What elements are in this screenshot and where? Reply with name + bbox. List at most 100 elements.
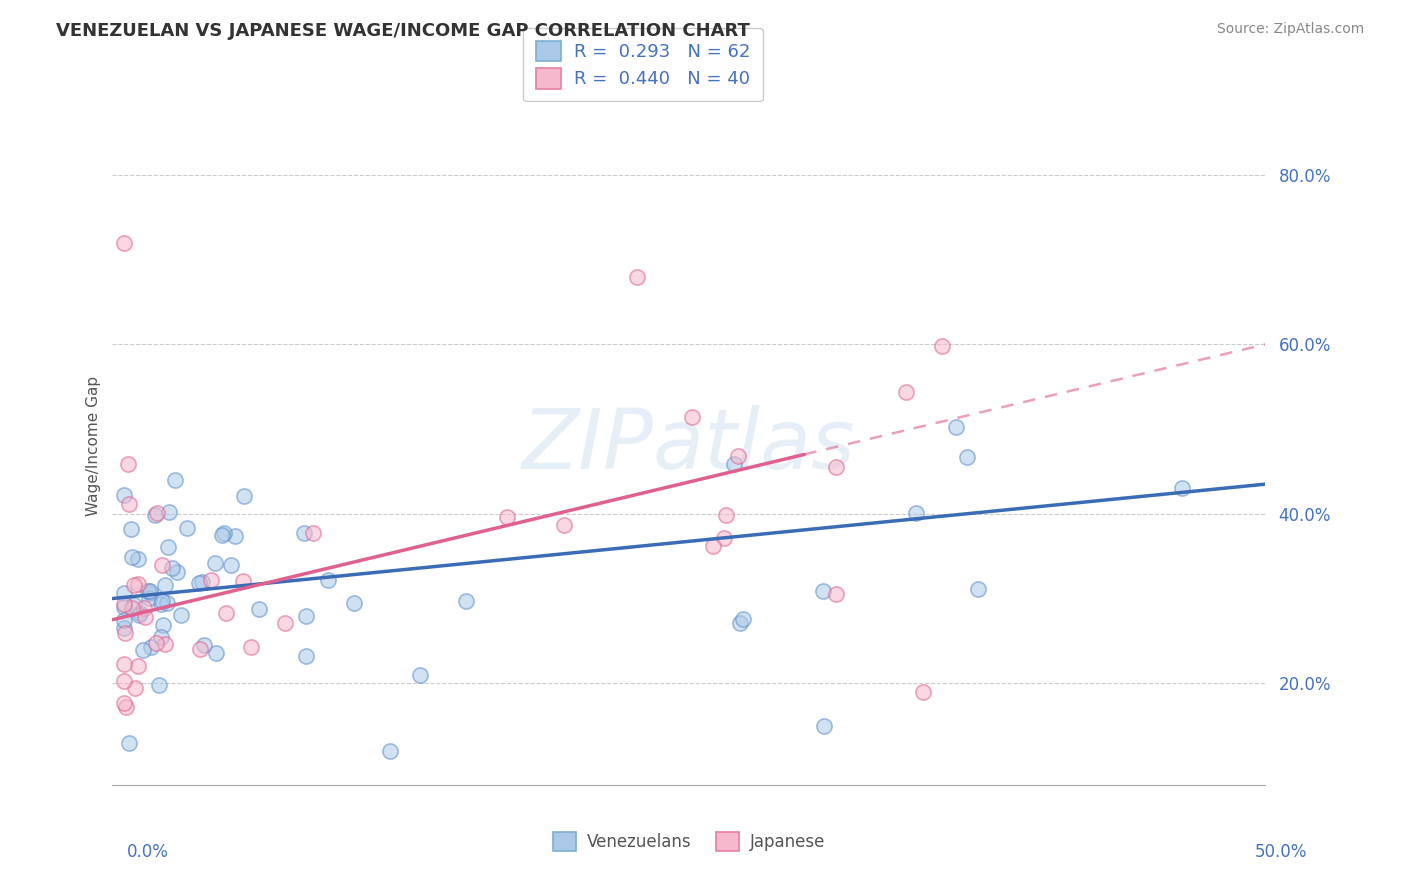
Point — [702, 539, 724, 553]
Point — [145, 508, 167, 522]
Point — [813, 719, 835, 733]
Point — [112, 613, 135, 627]
Point — [122, 598, 145, 612]
Point — [157, 541, 180, 555]
Point — [295, 609, 318, 624]
Point — [723, 458, 745, 472]
Point — [118, 497, 141, 511]
Point — [112, 488, 135, 502]
Legend: Venezuelans, Japanese: Venezuelans, Japanese — [547, 825, 831, 858]
Point — [134, 610, 156, 624]
Point — [232, 489, 254, 503]
Point — [132, 642, 155, 657]
Point — [214, 526, 236, 541]
Point — [153, 637, 176, 651]
Point — [211, 527, 233, 541]
Point — [138, 591, 160, 605]
Point — [409, 668, 432, 682]
Point — [1171, 481, 1194, 495]
Point — [956, 450, 979, 464]
Point — [733, 612, 755, 626]
Text: Source: ZipAtlas.com: Source: ZipAtlas.com — [1216, 22, 1364, 37]
Point — [112, 586, 135, 600]
Point — [112, 696, 135, 710]
Point — [112, 598, 135, 612]
Point — [219, 558, 242, 572]
Point — [945, 420, 967, 434]
Point — [112, 600, 135, 615]
Point — [139, 584, 162, 599]
Point — [114, 625, 136, 640]
Point — [150, 594, 173, 608]
Point — [495, 510, 517, 524]
Text: 0.0%: 0.0% — [127, 843, 169, 861]
Point — [115, 700, 138, 714]
Point — [148, 678, 170, 692]
Point — [728, 616, 751, 631]
Point — [232, 574, 254, 588]
Point — [153, 578, 176, 592]
Point — [127, 552, 149, 566]
Y-axis label: Wage/Income Gap: Wage/Income Gap — [86, 376, 101, 516]
Point — [146, 507, 169, 521]
Point — [224, 528, 246, 542]
Point — [205, 646, 228, 660]
Point — [152, 617, 174, 632]
Point — [825, 459, 848, 474]
Point — [157, 505, 180, 519]
Point — [713, 531, 735, 545]
Point — [112, 657, 135, 671]
Point — [127, 577, 149, 591]
Text: 50.0%: 50.0% — [1256, 843, 1308, 861]
Point — [193, 638, 215, 652]
Point — [145, 636, 167, 650]
Point — [129, 607, 152, 621]
Point — [150, 558, 173, 573]
Point — [117, 736, 139, 750]
Point — [292, 525, 315, 540]
Point — [150, 598, 173, 612]
Point — [166, 566, 188, 580]
Point — [188, 641, 211, 656]
Point — [343, 596, 366, 610]
Point — [139, 586, 162, 600]
Point — [904, 506, 927, 520]
Point — [824, 587, 846, 601]
Point — [247, 602, 270, 616]
Point — [187, 576, 209, 591]
Point — [121, 549, 143, 564]
Point — [553, 517, 575, 532]
Point — [170, 608, 193, 623]
Point — [911, 685, 934, 699]
Point — [896, 384, 918, 399]
Point — [163, 473, 186, 487]
Point — [681, 410, 703, 425]
Point — [162, 560, 184, 574]
Point — [716, 508, 738, 522]
Point — [380, 744, 402, 758]
Point — [454, 594, 477, 608]
Point — [176, 521, 198, 535]
Point — [318, 573, 340, 587]
Point — [204, 556, 226, 570]
Point — [122, 578, 145, 592]
Point — [141, 640, 163, 654]
Point — [190, 575, 212, 590]
Text: ZIPatlas: ZIPatlas — [522, 406, 856, 486]
Point — [150, 630, 173, 644]
Point — [112, 621, 135, 635]
Point — [813, 584, 835, 599]
Point — [128, 607, 150, 622]
Point — [127, 659, 149, 673]
Point — [132, 601, 155, 615]
Point — [295, 648, 318, 663]
Point — [124, 681, 146, 695]
Point — [156, 597, 179, 611]
Point — [931, 339, 953, 353]
Point — [302, 525, 325, 540]
Point — [215, 606, 238, 620]
Point — [121, 601, 143, 615]
Point — [727, 450, 749, 464]
Point — [967, 582, 990, 597]
Point — [136, 584, 159, 599]
